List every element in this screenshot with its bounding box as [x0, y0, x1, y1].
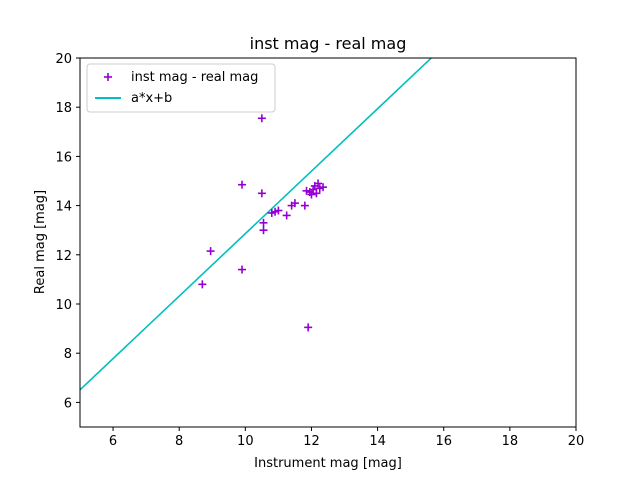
y-tick-label: 6	[64, 396, 72, 411]
data-point	[290, 199, 299, 208]
y-tick-label: 18	[55, 101, 72, 116]
chart-title: inst mag - real mag	[250, 34, 407, 53]
data-point	[282, 211, 291, 220]
data-point	[259, 218, 268, 227]
data-point	[314, 179, 323, 188]
x-tick-label: 18	[502, 434, 519, 449]
legend-plus-marker	[104, 73, 112, 81]
y-tick-label: 10	[55, 298, 72, 313]
y-axis: 6 8 10 12 14 16 18 20	[55, 52, 80, 411]
data-point	[312, 189, 321, 198]
y-tick-label: 14	[55, 200, 72, 215]
legend-label-scatter: inst mag - real mag	[131, 70, 258, 85]
fit-line	[80, 58, 433, 391]
series-layer	[80, 58, 433, 391]
y-tick-label: 12	[55, 249, 72, 264]
x-axis: 6 8 10 12 14 16 18 20	[109, 427, 584, 449]
data-point	[304, 323, 313, 332]
legend: inst mag - real mag a*x+b	[86, 63, 276, 113]
y-axis-label: Real mag [mag]	[33, 190, 48, 294]
x-tick-label: 14	[369, 434, 386, 449]
x-tick-label: 10	[237, 434, 254, 449]
data-point	[238, 265, 247, 274]
x-axis-label: Instrument mag [mag]	[254, 456, 402, 471]
x-tick-label: 12	[303, 434, 320, 449]
data-point	[307, 190, 316, 199]
data-point	[300, 201, 309, 210]
legend-scatter-marker	[104, 73, 112, 81]
plot-frame	[79, 57, 577, 428]
x-tick-label: 16	[435, 434, 452, 449]
legend-frame	[86, 63, 276, 113]
data-point	[274, 206, 283, 215]
data-point	[257, 114, 266, 123]
data-point	[238, 180, 247, 189]
data-point	[319, 183, 328, 192]
data-point	[257, 189, 266, 198]
data-point	[198, 280, 207, 289]
y-tick-label: 20	[55, 52, 72, 67]
x-tick-label: 20	[568, 434, 585, 449]
x-tick-label: 6	[109, 434, 117, 449]
x-tick-label: 8	[175, 434, 183, 449]
y-tick-label: 16	[55, 150, 72, 165]
data-point	[259, 226, 268, 235]
y-tick-label: 8	[64, 347, 72, 362]
legend-label-fit: a*x+b	[131, 91, 172, 106]
data-point	[206, 247, 215, 256]
